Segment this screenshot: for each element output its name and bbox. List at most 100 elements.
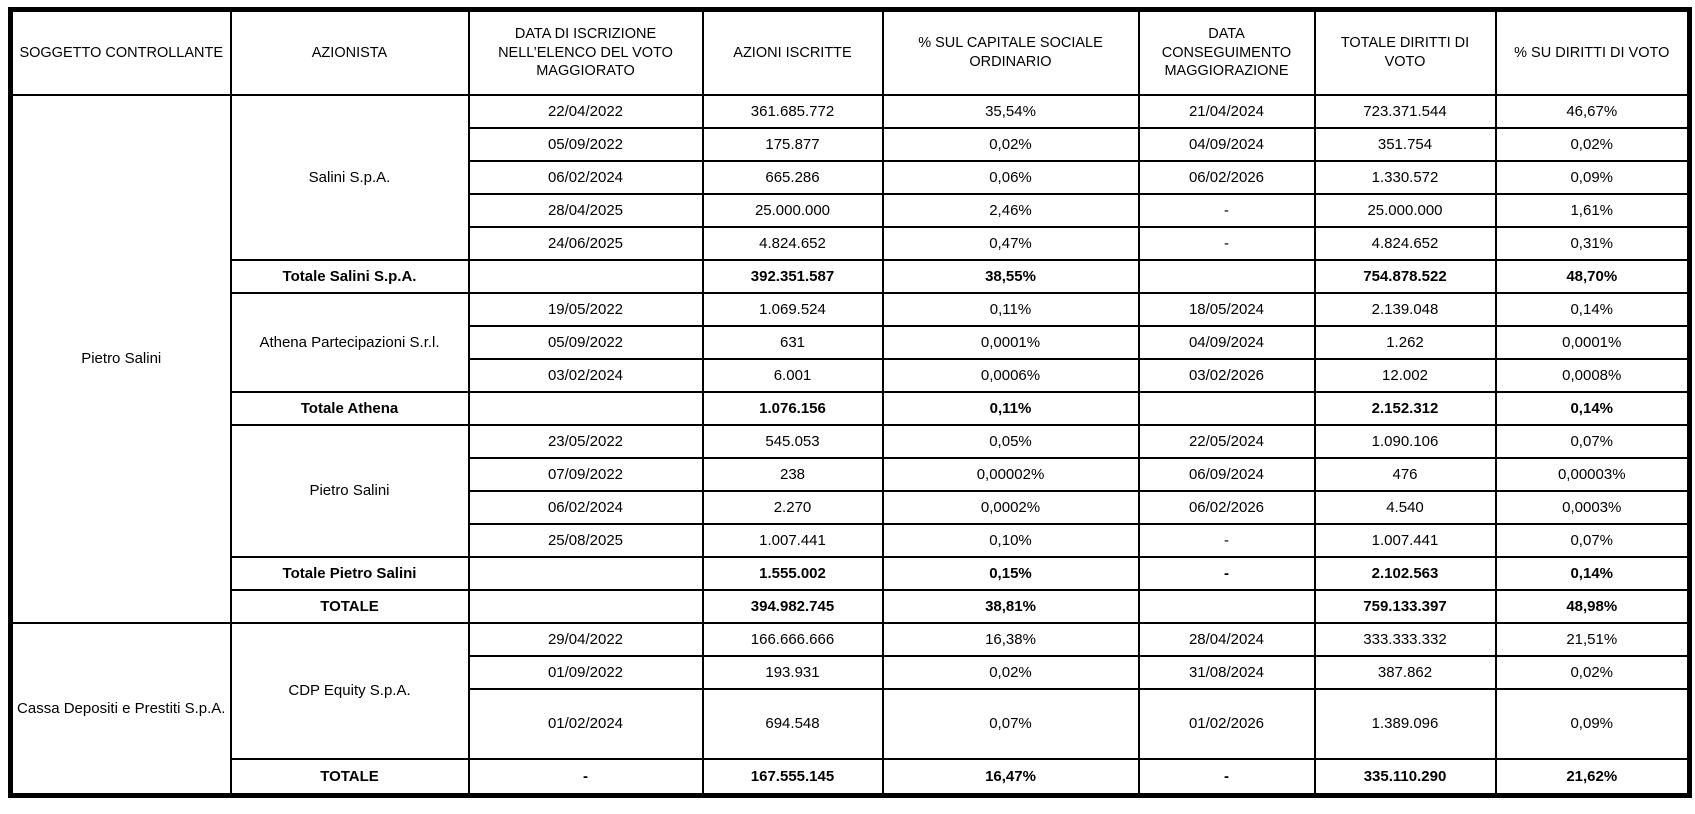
cell-data-maggiorazione: 04/09/2024 <box>1137 127 1316 162</box>
cell-pct-capitale: 0,07% <box>881 688 1140 760</box>
cell-totale-diritti: 12.002 <box>1313 358 1497 393</box>
cell-data-maggiorazione: 21/04/2024 <box>1137 94 1316 129</box>
column-header-azioni-iscritte: AZIONI ISCRITTE <box>701 8 884 96</box>
cell-data-iscrizione: 22/04/2022 <box>467 94 704 129</box>
cell-pct-diritti: 21,62% <box>1494 758 1691 796</box>
cell-total-label: TOTALE <box>229 589 470 624</box>
cell-data-iscrizione: 25/08/2025 <box>467 523 704 558</box>
cell-azioni-iscritte: 631 <box>701 325 884 360</box>
cell-data-iscrizione: 19/05/2022 <box>467 292 704 327</box>
column-header-soggetto-controllante: SOGGETTO CONTROLLANTE <box>9 8 232 96</box>
cell-pct-diritti: 0,09% <box>1494 160 1691 195</box>
cell-azioni-iscritte: 665.286 <box>701 160 884 195</box>
cell-data-iscrizione <box>467 391 704 426</box>
cell-data-maggiorazione: - <box>1137 758 1316 796</box>
cell-totale-diritti: 754.878.522 <box>1313 259 1497 294</box>
cell-azioni-iscritte: 6.001 <box>701 358 884 393</box>
cell-pct-capitale: 0,10% <box>881 523 1140 558</box>
cell-pct-capitale: 0,0001% <box>881 325 1140 360</box>
cell-data-iscrizione: 03/02/2024 <box>467 358 704 393</box>
column-header-data-conseguimento: DATA CONSEGUIMENTO MAGGIORAZIONE <box>1137 8 1316 96</box>
cell-pct-diritti: 0,14% <box>1494 292 1691 327</box>
cell-azioni-iscritte: 392.351.587 <box>701 259 884 294</box>
cell-pct-diritti: 0,00003% <box>1494 457 1691 492</box>
column-header-azionista: AZIONISTA <box>229 8 470 96</box>
cell-totale-diritti: 1.389.096 <box>1313 688 1497 760</box>
cell-controller: Cassa Depositi e Prestiti S.p.A. <box>9 622 232 796</box>
table-row: 03/02/2024 6.001 0,0006% 03/02/2026 12.0… <box>11 358 1691 393</box>
cell-totale-diritti: 4.540 <box>1313 490 1497 525</box>
cell-data-maggiorazione: - <box>1137 193 1316 228</box>
cell-pct-diritti: 0,14% <box>1494 556 1691 591</box>
cell-totale-diritti: 387.862 <box>1313 655 1497 690</box>
cell-total-label: Totale Salini S.p.A. <box>229 259 470 294</box>
cell-data-iscrizione: 01/09/2022 <box>467 655 704 690</box>
cell-pct-capitale: 0,0006% <box>881 358 1140 393</box>
cell-totale-diritti: 25.000.000 <box>1313 193 1497 228</box>
cell-shareholder: Athena Partecipazioni S.r.l. <box>229 292 470 393</box>
cell-pct-capitale: 0,0002% <box>881 490 1140 525</box>
cell-pct-diritti: 0,09% <box>1494 688 1691 760</box>
cell-pct-capitale: 0,11% <box>881 391 1140 426</box>
cell-data-iscrizione: 06/02/2024 <box>467 160 704 195</box>
cell-data-iscrizione: - <box>467 758 704 796</box>
cell-data-maggiorazione: 06/02/2026 <box>1137 490 1316 525</box>
cell-azioni-iscritte: 394.982.745 <box>701 589 884 624</box>
cell-pct-capitale: 0,02% <box>881 127 1140 162</box>
cell-data-iscrizione: 07/09/2022 <box>467 457 704 492</box>
cell-azioni-iscritte: 1.007.441 <box>701 523 884 558</box>
cell-pct-diritti: 1,61% <box>1494 193 1691 228</box>
cell-totale-diritti: 4.824.652 <box>1313 226 1497 261</box>
cell-total-label: Totale Athena <box>229 391 470 426</box>
cell-data-maggiorazione <box>1137 589 1316 624</box>
cell-azioni-iscritte: 25.000.000 <box>701 193 884 228</box>
voto-maggiorato-table: SOGGETTO CONTROLLANTE AZIONISTA DATA DI … <box>8 7 1692 798</box>
column-header-pct-diritti: % SU DIRITTI DI VOTO <box>1494 8 1691 96</box>
table-row: Cassa Depositi e Prestiti S.p.A. CDP Equ… <box>9 622 1691 796</box>
cell-totale-diritti: 333.333.332 <box>1313 622 1497 657</box>
cell-total-label: Totale Pietro Salini <box>229 556 470 591</box>
cell-pct-diritti: 0,0008% <box>1494 358 1691 393</box>
cell-pct-capitale: 0,05% <box>881 424 1140 459</box>
table-row: Pietro Salini Salini S.p.A. 22/04/2022 3… <box>9 94 1691 624</box>
cell-pct-capitale: 38,81% <box>881 589 1140 624</box>
total-row-block1: TOTALE 394.982.745 38,81% 759.133.397 48… <box>11 589 1691 624</box>
cell-pct-diritti: 0,07% <box>1494 523 1691 558</box>
cell-data-maggiorazione: - <box>1137 523 1316 558</box>
cell-totale-diritti: 1.007.441 <box>1313 523 1497 558</box>
table-row: Pietro Salini 23/05/2022 545.053 0,05% 2… <box>11 424 1691 558</box>
cell-shareholder: CDP Equity S.p.A. <box>229 622 470 760</box>
cell-azioni-iscritte: 175.877 <box>701 127 884 162</box>
cell-pct-diritti: 0,0003% <box>1494 490 1691 525</box>
table-row: 05/09/2022 175.877 0,02% 04/09/2024 351.… <box>11 127 1691 162</box>
column-header-data-iscrizione: DATA DI ISCRIZIONE NELL’ELENCO DEL VOTO … <box>467 8 704 96</box>
cell-data-maggiorazione: 03/02/2026 <box>1137 358 1316 393</box>
total-row-pietro: Totale Pietro Salini 1.555.002 0,15% - 2… <box>11 556 1691 591</box>
cell-data-iscrizione <box>467 259 704 294</box>
cell-data-iscrizione <box>467 589 704 624</box>
cell-total-label: TOTALE <box>229 758 470 796</box>
table-row: 25/08/2025 1.007.441 0,10% - 1.007.441 0… <box>11 523 1691 558</box>
cell-azioni-iscritte: 694.548 <box>701 688 884 760</box>
cell-pct-diritti: 48,70% <box>1494 259 1691 294</box>
total-row-block2: TOTALE - 167.555.145 16,47% - 335.110.29… <box>11 758 1691 796</box>
cell-shareholder: Salini S.p.A. <box>229 94 470 261</box>
cell-data-maggiorazione: - <box>1137 226 1316 261</box>
cell-totale-diritti: 351.754 <box>1313 127 1497 162</box>
table-row: 06/02/2024 2.270 0,0002% 06/02/2026 4.54… <box>11 490 1691 525</box>
cell-data-maggiorazione: 06/09/2024 <box>1137 457 1316 492</box>
table-row: 01/09/2022 193.931 0,02% 31/08/2024 387.… <box>11 655 1691 690</box>
cell-pct-capitale: 0,02% <box>881 655 1140 690</box>
cell-totale-diritti: 723.371.544 <box>1313 94 1497 129</box>
cell-controller: Pietro Salini <box>9 94 232 624</box>
cell-data-iscrizione <box>467 556 704 591</box>
cell-azioni-iscritte: 238 <box>701 457 884 492</box>
header-row: SOGGETTO CONTROLLANTE AZIONISTA DATA DI … <box>9 8 1691 96</box>
cell-data-iscrizione: 05/09/2022 <box>467 127 704 162</box>
cell-pct-capitale: 0,06% <box>881 160 1140 195</box>
cell-shareholder: Pietro Salini <box>229 424 470 558</box>
table-row: 07/09/2022 238 0,00002% 06/09/2024 476 0… <box>11 457 1691 492</box>
table-row: 06/02/2024 665.286 0,06% 06/02/2026 1.33… <box>11 160 1691 195</box>
cell-data-maggiorazione: 04/09/2024 <box>1137 325 1316 360</box>
cell-pct-capitale: 16,38% <box>881 622 1140 657</box>
